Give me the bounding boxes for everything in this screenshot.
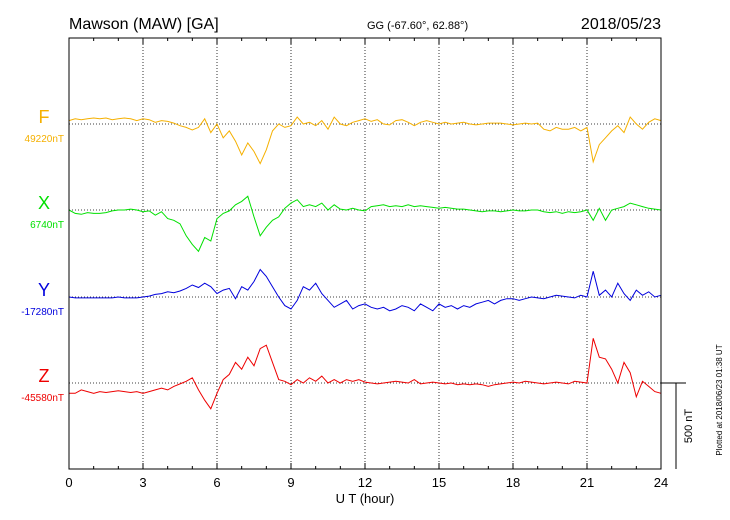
tick-label-24: 24 bbox=[654, 475, 668, 490]
traces bbox=[68, 116, 662, 410]
series-name-X: X bbox=[38, 193, 50, 213]
series-line-F bbox=[68, 116, 662, 165]
series-baseline-Y: -17280nT bbox=[21, 307, 64, 318]
series-name-Z: Z bbox=[39, 366, 50, 386]
coordinates-label: GG (-67.60°, 62.88°) bbox=[367, 20, 468, 32]
tick-label-12: 12 bbox=[358, 475, 372, 490]
date-label: 2018/05/23 bbox=[581, 16, 661, 33]
series-line-Y bbox=[68, 268, 662, 312]
scale-bar: 500 nT bbox=[661, 382, 695, 469]
series-baseline-X: 6740nT bbox=[30, 220, 64, 231]
tick-label-21: 21 bbox=[580, 475, 594, 490]
series-line-Z bbox=[69, 338, 662, 410]
tick-label-15: 15 bbox=[432, 475, 446, 490]
tick-label-9: 9 bbox=[287, 475, 294, 490]
tick-label-6: 6 bbox=[213, 475, 220, 490]
x-axis-ticks: 0 3 6 9 12 15 18 21 24 bbox=[65, 38, 668, 490]
plot-frame bbox=[68, 37, 662, 470]
series-baseline-F: 49220nT bbox=[25, 134, 64, 145]
series-name-Y: Y bbox=[38, 280, 50, 300]
series-baseline-Z: -45580nT bbox=[21, 393, 64, 404]
series-labels: F 49220nT X 6740nT Y -17280nT Z -45580nT bbox=[21, 107, 64, 404]
station-title: Mawson (MAW) [GA] bbox=[69, 16, 219, 33]
plotted-note: Plotted at 2018/06/23 01:38 UT bbox=[715, 344, 724, 455]
x-axis-label: U T (hour) bbox=[336, 491, 395, 506]
series-line-X bbox=[68, 195, 662, 253]
tick-label-3: 3 bbox=[139, 475, 146, 490]
scale-bar-label: 500 nT bbox=[683, 409, 695, 444]
grid bbox=[142, 38, 588, 469]
tick-label-0: 0 bbox=[65, 475, 72, 490]
series-name-F: F bbox=[39, 107, 50, 127]
tick-label-18: 18 bbox=[506, 475, 520, 490]
